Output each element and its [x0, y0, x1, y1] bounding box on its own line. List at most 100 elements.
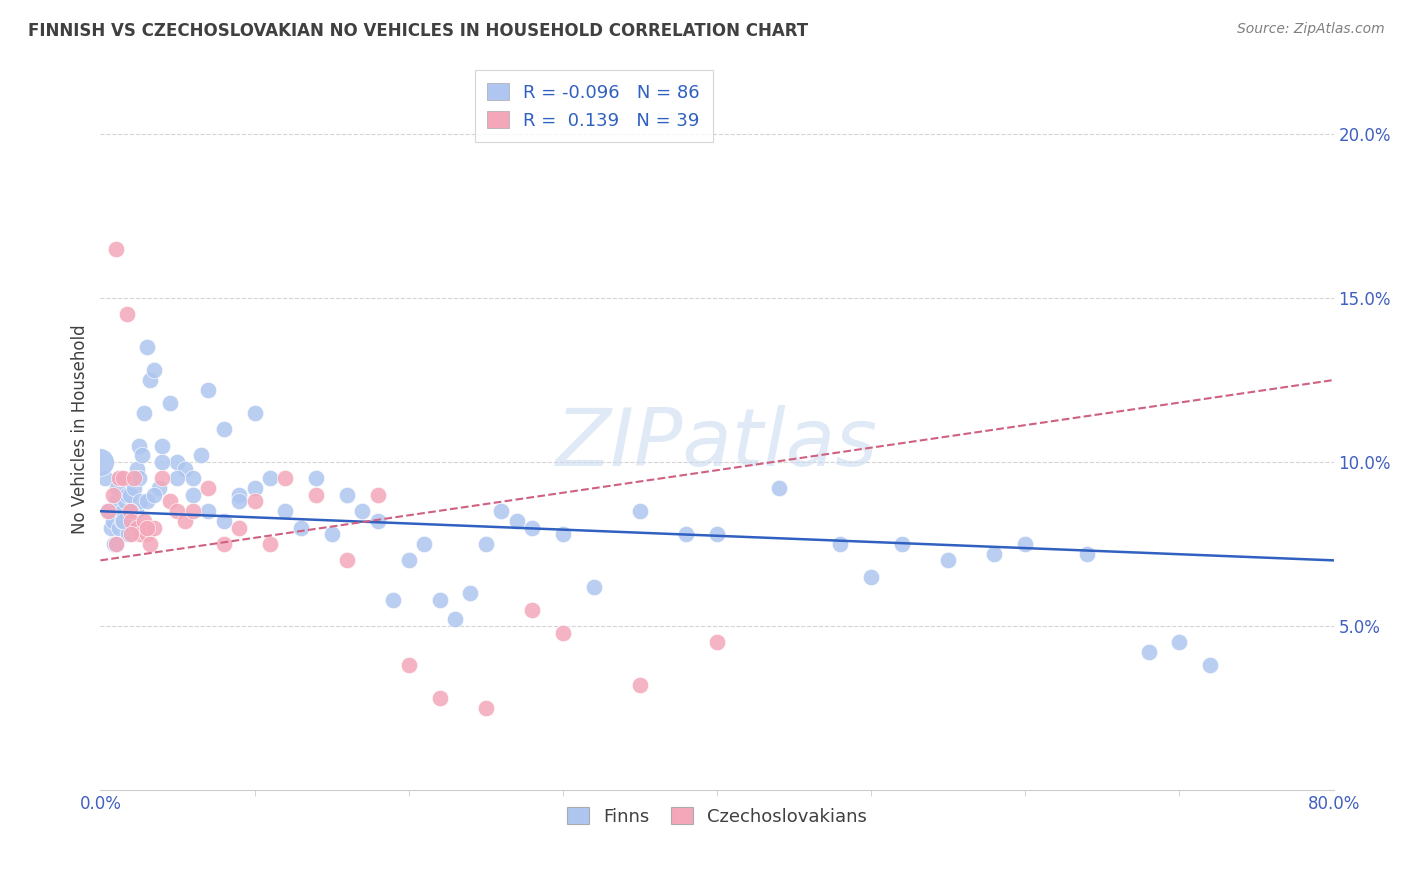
Point — [143, 488, 166, 502]
Point — [352, 504, 374, 518]
Point — [127, 461, 149, 475]
Point — [104, 242, 127, 256]
Point — [274, 471, 297, 485]
Point — [103, 537, 125, 551]
Y-axis label: No Vehicles in Household: No Vehicles in Household — [72, 325, 89, 534]
Point — [127, 520, 149, 534]
Point — [212, 537, 235, 551]
Point — [321, 527, 343, 541]
Point — [706, 635, 728, 649]
Point — [112, 504, 135, 518]
Point — [97, 504, 120, 518]
Point — [197, 383, 219, 397]
Legend: Finns, Czechoslovakians: Finns, Czechoslovakians — [558, 798, 876, 835]
Point — [983, 547, 1005, 561]
Point — [551, 625, 574, 640]
Point — [120, 527, 142, 541]
Point — [520, 602, 543, 616]
Point — [121, 520, 143, 534]
Point — [138, 373, 160, 387]
Point — [181, 471, 204, 485]
Point — [97, 504, 120, 518]
Point — [398, 658, 420, 673]
Point — [891, 537, 914, 551]
Point — [122, 481, 145, 495]
Point — [166, 471, 188, 485]
Point — [112, 471, 135, 485]
Point — [474, 537, 496, 551]
Point — [111, 514, 134, 528]
Point — [159, 494, 181, 508]
Point — [243, 481, 266, 495]
Point — [108, 520, 131, 534]
Point — [429, 592, 451, 607]
Point — [129, 494, 152, 508]
Point — [190, 449, 212, 463]
Point — [860, 570, 883, 584]
Point — [104, 537, 127, 551]
Point — [505, 514, 527, 528]
Point — [1137, 645, 1160, 659]
Point — [582, 580, 605, 594]
Point — [228, 488, 250, 502]
Point — [706, 527, 728, 541]
Point — [104, 494, 127, 508]
Point — [129, 527, 152, 541]
Point — [1014, 537, 1036, 551]
Point — [305, 471, 328, 485]
Point — [1076, 547, 1098, 561]
Point — [936, 553, 959, 567]
Point — [243, 406, 266, 420]
Point — [398, 553, 420, 567]
Point — [115, 308, 138, 322]
Point — [138, 537, 160, 551]
Point — [628, 504, 651, 518]
Point — [104, 537, 127, 551]
Point — [143, 363, 166, 377]
Point — [166, 504, 188, 518]
Point — [120, 514, 142, 528]
Point — [94, 471, 117, 485]
Point — [212, 514, 235, 528]
Point — [135, 527, 157, 541]
Point — [429, 691, 451, 706]
Point — [489, 504, 512, 518]
Point — [101, 514, 124, 528]
Point — [108, 471, 131, 485]
Point — [197, 504, 219, 518]
Point — [830, 537, 852, 551]
Point — [120, 504, 142, 518]
Point — [135, 520, 157, 534]
Point — [675, 527, 697, 541]
Point — [128, 439, 150, 453]
Point — [131, 449, 153, 463]
Point — [174, 514, 197, 528]
Point — [259, 471, 281, 485]
Point — [150, 471, 173, 485]
Point — [166, 455, 188, 469]
Point — [520, 520, 543, 534]
Text: Source: ZipAtlas.com: Source: ZipAtlas.com — [1237, 22, 1385, 37]
Point — [181, 504, 204, 518]
Point — [274, 504, 297, 518]
Point — [228, 520, 250, 534]
Point — [768, 481, 790, 495]
Point — [174, 461, 197, 475]
Point — [115, 488, 138, 502]
Point — [367, 514, 389, 528]
Point — [125, 504, 148, 518]
Point — [118, 504, 141, 518]
Point — [114, 494, 136, 508]
Point — [243, 494, 266, 508]
Point — [336, 488, 359, 502]
Point — [148, 481, 170, 495]
Point — [181, 488, 204, 502]
Point — [150, 455, 173, 469]
Point — [132, 406, 155, 420]
Point — [290, 520, 312, 534]
Point — [197, 481, 219, 495]
Point — [122, 471, 145, 485]
Point — [1199, 658, 1222, 673]
Point — [110, 471, 132, 485]
Point — [259, 537, 281, 551]
